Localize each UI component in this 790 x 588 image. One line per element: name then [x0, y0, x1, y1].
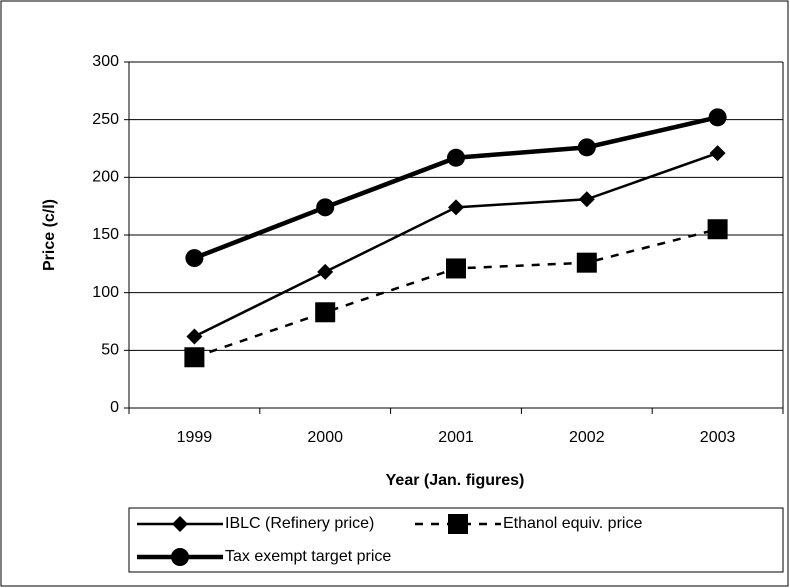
x-tick-label: 2003: [700, 429, 736, 446]
data-point: [315, 302, 336, 323]
legend-label: Tax exempt target price: [225, 548, 391, 565]
y-axis-title: Price (c/l): [41, 199, 58, 271]
data-point: [709, 145, 726, 162]
y-tick-label: 50: [101, 342, 119, 359]
data-point: [448, 199, 464, 216]
data-point: [708, 108, 727, 127]
data-point: [316, 198, 335, 217]
legend-label: IBLC (Refinery price): [225, 515, 374, 532]
data-point: [577, 138, 596, 157]
data-point: [446, 258, 466, 279]
y-tick-label: 200: [92, 169, 119, 186]
data-point: [186, 328, 203, 345]
data-point: [578, 191, 595, 208]
data-point: [447, 148, 465, 167]
y-tick-label: 100: [92, 284, 119, 301]
y-tick-label: 300: [92, 53, 119, 70]
data-point: [184, 347, 205, 368]
y-tick-label: 150: [92, 226, 119, 243]
data-point: [576, 252, 597, 273]
y-tick-label: 0: [110, 399, 119, 416]
legend-label: Ethanol equiv. price: [503, 515, 642, 532]
data-point: [317, 263, 334, 280]
legend-marker: [448, 514, 468, 534]
x-tick-label: 2001: [438, 429, 474, 446]
x-tick-label: 2002: [569, 429, 605, 446]
legend-marker: [171, 548, 189, 566]
legend-marker: [172, 516, 188, 532]
x-tick-label: 1999: [177, 429, 213, 446]
x-axis-title: Year (Jan. figures): [386, 472, 525, 489]
data-point: [707, 219, 728, 240]
y-tick-label: 250: [92, 111, 119, 128]
data-point: [185, 249, 204, 268]
x-tick-label: 2000: [307, 429, 343, 446]
